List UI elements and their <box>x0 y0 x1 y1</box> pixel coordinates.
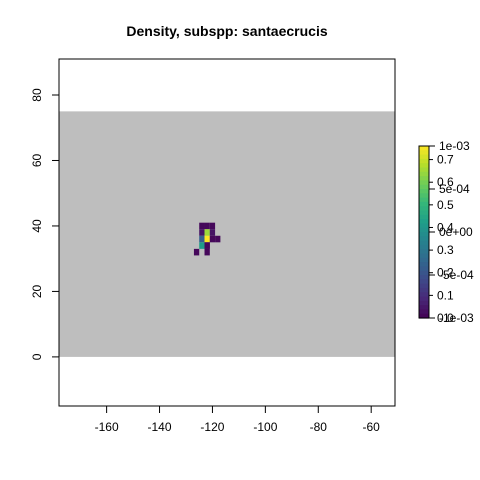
legend-color-step <box>419 163 429 169</box>
legend-color-step <box>419 193 429 199</box>
legend-color-step <box>419 266 429 272</box>
density-cell <box>204 242 210 249</box>
y-tick-label: 80 <box>30 88 44 102</box>
legend-color-step <box>419 197 429 203</box>
legend-color-step <box>419 210 429 216</box>
y-tick-label: 40 <box>30 219 44 233</box>
density-cell <box>204 229 210 236</box>
density-cell <box>193 248 200 256</box>
density-cell <box>199 235 205 243</box>
x-tick-label: -140 <box>148 420 172 434</box>
density-cell <box>199 222 205 230</box>
legend-color-step <box>419 244 429 250</box>
y-axis: 0 20 40 60 80 <box>30 88 60 360</box>
legend-color-step <box>419 158 429 164</box>
legend-color-step <box>419 227 429 233</box>
color-legend: 0.0 0.1 0.2 0.3 0.4 0.5 0.6 0.7 -1e-03 -5e-04 0e+0… <box>418 139 474 325</box>
legend-color-step <box>419 253 429 259</box>
x-tick-label: -100 <box>253 420 277 434</box>
legend-label: 0e+00 <box>439 225 473 239</box>
legend-label: 1e-03 <box>439 139 470 153</box>
legend-label: 0.3 <box>437 243 454 257</box>
legend-color-step <box>419 305 429 310</box>
legend-label: 0.1 <box>437 288 454 302</box>
density-cell <box>199 229 205 236</box>
legend-color-step <box>419 275 429 280</box>
x-axis: -160 -140 -120 -100 -80 -60 <box>95 405 381 434</box>
legend-color-step <box>419 219 429 224</box>
legend-color-step <box>419 283 429 289</box>
legend-color-step <box>419 223 429 229</box>
density-cell <box>199 242 205 249</box>
legend-color-step <box>419 292 429 298</box>
density-cell <box>204 248 210 256</box>
legend-label: -5e-04 <box>439 268 474 282</box>
legend-label: 0.4 <box>437 220 454 234</box>
legend-color-step <box>419 146 429 151</box>
legend-color-step <box>419 262 429 267</box>
x-tick-label: -120 <box>200 420 224 434</box>
y-tick-label: 20 <box>30 284 44 298</box>
legend-color-step <box>419 171 429 177</box>
y-tick-label: 60 <box>30 153 44 167</box>
legend-color-step <box>419 240 429 246</box>
legend-label: 5e-04 <box>439 182 470 196</box>
legend-color-step <box>419 270 429 276</box>
legend-label: -1e-03 <box>439 311 474 325</box>
chart-title: Density, subspp: santaecrucis <box>126 23 327 39</box>
legend-color-step <box>419 287 429 293</box>
legend-label: 0.0 <box>437 311 454 325</box>
density-cell <box>209 222 216 230</box>
density-cell <box>209 235 216 243</box>
legend-color-step <box>419 313 429 319</box>
legend-color-step <box>419 296 429 302</box>
density-cell <box>209 229 216 236</box>
legend-color-step <box>419 279 429 285</box>
legend-label: 0.6 <box>437 175 454 189</box>
legend-color-step <box>419 184 429 190</box>
y-tick-label: 0 <box>30 353 44 360</box>
legend-color-step <box>419 214 429 220</box>
legend-color-step <box>419 176 429 181</box>
legend-color-step <box>419 150 429 156</box>
x-tick-label: -80 <box>310 420 328 434</box>
x-tick-label: -160 <box>95 420 119 434</box>
x-tick-label: -60 <box>363 420 381 434</box>
legend-color-step <box>419 189 429 194</box>
legend-color-step <box>419 236 429 242</box>
legend-color-step <box>419 206 429 212</box>
legend-label: 0.2 <box>437 266 454 280</box>
legend-color-step <box>419 257 429 263</box>
legend-color-step <box>419 300 429 306</box>
density-cell <box>215 235 221 243</box>
legend-color-step <box>419 249 429 255</box>
legend-color-step <box>419 167 429 173</box>
legend-color-step <box>419 154 429 160</box>
raster-layer <box>59 111 395 357</box>
legend-label: 0.7 <box>437 153 454 167</box>
legend-color-step <box>419 180 429 186</box>
legend-color-step <box>419 309 429 315</box>
legend-label: 0.5 <box>437 198 454 212</box>
density-cell <box>204 235 210 243</box>
raster-background <box>59 111 395 357</box>
legend-color-step <box>419 201 429 207</box>
legend-color-step <box>419 232 429 237</box>
density-cell <box>204 222 210 230</box>
